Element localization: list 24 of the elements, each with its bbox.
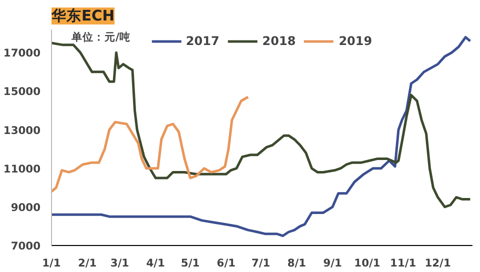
x-tick-label: 9/1 — [323, 256, 342, 270]
x-tick-label: 4/1 — [146, 256, 165, 270]
x-tick-label: 2/1 — [78, 256, 97, 270]
x-tick-label: 1/1 — [42, 256, 61, 270]
y-tick-label: 15000 — [3, 85, 41, 98]
x-tick-label: 5/1 — [180, 256, 200, 270]
legend-label: 2019 — [338, 34, 372, 48]
x-tick-label: 10/1 — [354, 256, 380, 270]
line-series — [52, 96, 250, 193]
y-tick-label: 11000 — [3, 162, 41, 176]
annotation: 单位：元/吨 — [70, 30, 130, 44]
x-tick-label: 6/1 — [216, 256, 236, 270]
x-tick-label: 3/1 — [110, 256, 130, 270]
legend-label: 2017 — [186, 34, 220, 48]
x-tick-label: 7/1 — [251, 256, 270, 270]
y-tick-label: 7000 — [10, 240, 41, 252]
y-tick-label: 9000 — [10, 200, 41, 214]
chart-title: 华东ECH — [50, 6, 115, 24]
x-tick-label: 12/1 — [424, 256, 451, 270]
y-tick-label: 13000 — [3, 124, 41, 137]
y-tick-label: 17000 — [3, 46, 41, 60]
x-tick-label: 8/1 — [287, 256, 306, 270]
x-tick-label: 11/1 — [390, 256, 416, 270]
legend-label: 2018 — [262, 34, 296, 48]
